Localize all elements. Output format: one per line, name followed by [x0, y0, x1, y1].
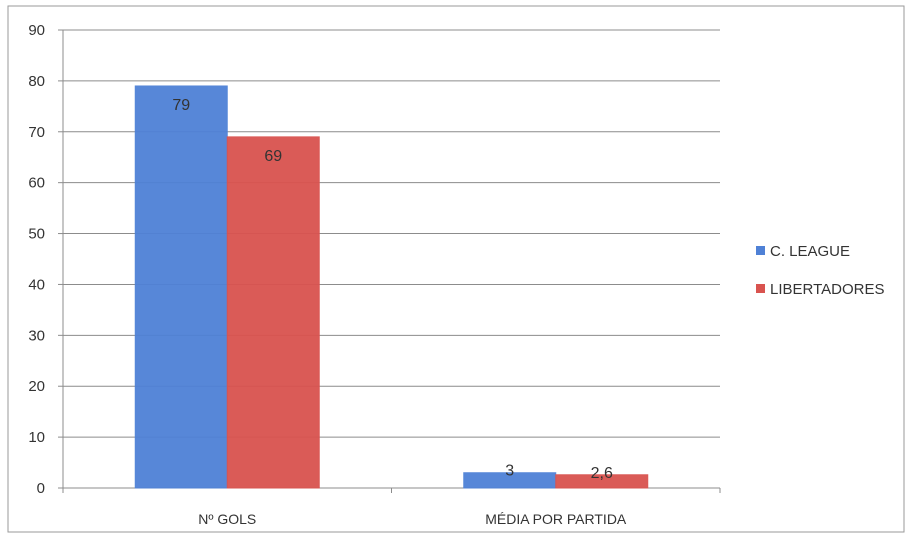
axes: 0 10 20 30 40 50 60 70 80 90 Nº GOLS MÉDIA POR PART…	[28, 22, 721, 527]
y-tick-label: 0	[37, 480, 45, 497]
data-label: 79	[172, 97, 190, 114]
x-tick-label: MÉDIA POR PARTIDA	[485, 511, 627, 527]
y-tick-label: 90	[28, 22, 45, 39]
legend-label: LIBERTADORES	[770, 281, 884, 298]
y-tick-label: 70	[28, 124, 45, 141]
legend-swatch	[756, 246, 765, 255]
data-labels: 79 69 3 2,6	[172, 97, 613, 482]
y-tick-label: 80	[28, 73, 45, 90]
y-tick-label: 30	[28, 327, 45, 344]
legend-label: C. LEAGUE	[770, 243, 850, 260]
data-label: 3	[505, 463, 514, 480]
y-tick-label: 60	[28, 175, 45, 192]
data-label: 69	[264, 148, 282, 165]
bar	[555, 474, 649, 489]
x-tick-label: Nº GOLS	[198, 511, 256, 527]
y-tick-label: 20	[28, 378, 45, 395]
y-tick-label: 40	[28, 276, 45, 293]
bar	[226, 136, 320, 489]
legend: C. LEAGUE LIBERTADORES	[756, 243, 884, 298]
bar	[134, 85, 228, 489]
legend-swatch	[756, 284, 765, 293]
y-tick-label: 50	[28, 226, 45, 243]
y-tick-label: 10	[28, 429, 45, 446]
bars	[134, 85, 649, 489]
data-label: 2,6	[591, 465, 613, 482]
